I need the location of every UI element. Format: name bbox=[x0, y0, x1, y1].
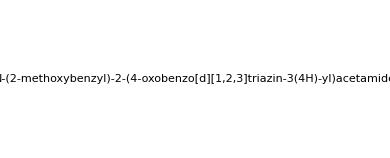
Text: N-(2-methoxybenzyl)-2-(4-oxobenzo[d][1,2,3]triazin-3(4H)-yl)acetamide: N-(2-methoxybenzyl)-2-(4-oxobenzo[d][1,2… bbox=[0, 74, 390, 84]
